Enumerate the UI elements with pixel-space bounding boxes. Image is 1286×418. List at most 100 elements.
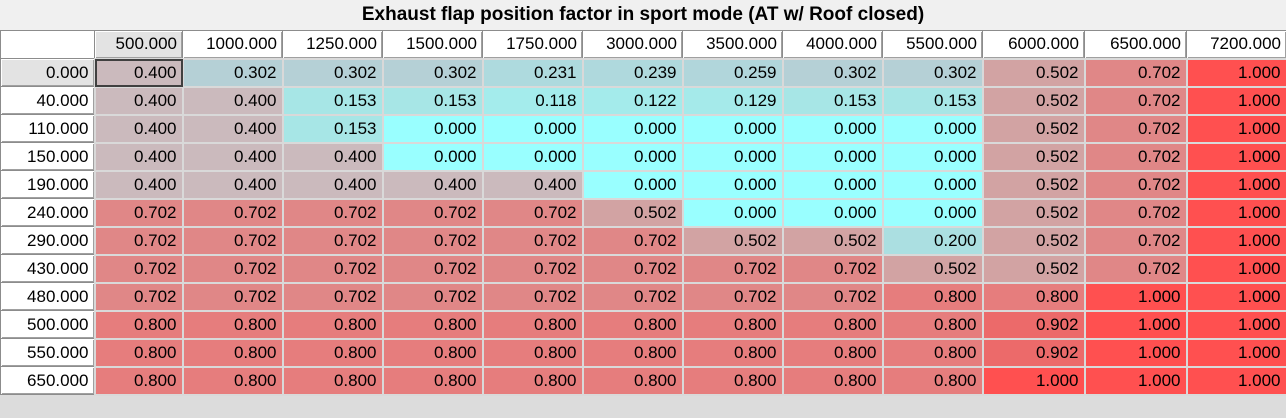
- row-header[interactable]: 430.000: [0, 254, 95, 283]
- map-cell[interactable]: 0.702: [481, 225, 584, 256]
- map-cell[interactable]: 0.702: [281, 225, 384, 256]
- map-cell[interactable]: 0.502: [981, 225, 1086, 256]
- map-cell[interactable]: 0.702: [1083, 169, 1188, 200]
- map-cell[interactable]: 0.800: [281, 365, 384, 396]
- map-cell[interactable]: 1.000: [1185, 225, 1286, 256]
- map-cell[interactable]: 0.702: [1083, 225, 1188, 256]
- map-cell[interactable]: 0.000: [781, 169, 884, 200]
- map-cell[interactable]: 0.702: [281, 253, 384, 284]
- map-cell[interactable]: 0.400: [181, 113, 284, 144]
- map-cell[interactable]: 0.502: [981, 57, 1086, 88]
- map-cell[interactable]: 0.502: [981, 85, 1086, 116]
- map-cell[interactable]: 0.702: [181, 197, 284, 228]
- map-cell[interactable]: 0.000: [681, 113, 784, 144]
- map-cell[interactable]: 0.000: [881, 141, 984, 172]
- map-cell[interactable]: 0.000: [581, 169, 684, 200]
- map-cell[interactable]: 0.800: [581, 337, 684, 368]
- map-cell[interactable]: 0.400: [381, 169, 484, 200]
- map-cell[interactable]: 0.000: [881, 113, 984, 144]
- map-cell[interactable]: 0.702: [581, 281, 684, 312]
- map-cell[interactable]: 0.702: [181, 253, 284, 284]
- map-cell[interactable]: 0.502: [981, 197, 1086, 228]
- map-cell[interactable]: 0.000: [581, 113, 684, 144]
- column-header[interactable]: 4000.000: [782, 30, 883, 59]
- map-cell[interactable]: 0.702: [93, 253, 184, 284]
- map-cell[interactable]: 0.400: [93, 141, 184, 172]
- map-cell[interactable]: 1.000: [1083, 365, 1188, 396]
- map-cell[interactable]: 0.800: [681, 337, 784, 368]
- row-header[interactable]: 40.000: [0, 86, 95, 115]
- row-header[interactable]: 290.000: [0, 226, 95, 255]
- column-header[interactable]: 5500.000: [882, 30, 983, 59]
- map-cell[interactable]: 0.800: [781, 337, 884, 368]
- column-header[interactable]: 6500.000: [1084, 30, 1187, 59]
- map-cell[interactable]: 0.400: [181, 85, 284, 116]
- map-cell[interactable]: 1.000: [1185, 309, 1286, 340]
- map-cell[interactable]: 0.702: [93, 281, 184, 312]
- column-header[interactable]: 7200.000: [1186, 30, 1286, 59]
- map-cell[interactable]: 0.702: [681, 281, 784, 312]
- map-cell[interactable]: 0.902: [981, 309, 1086, 340]
- map-cell[interactable]: 0.702: [381, 197, 484, 228]
- map-cell[interactable]: 0.239: [581, 57, 684, 88]
- map-cell[interactable]: 0.702: [381, 253, 484, 284]
- map-cell[interactable]: 0.000: [681, 169, 784, 200]
- map-cell[interactable]: 0.800: [181, 337, 284, 368]
- map-cell[interactable]: 0.800: [281, 337, 384, 368]
- map-cell[interactable]: 0.000: [781, 141, 884, 172]
- map-cell[interactable]: 0.702: [581, 225, 684, 256]
- map-cell[interactable]: 0.800: [93, 337, 184, 368]
- map-cell[interactable]: 0.702: [481, 253, 584, 284]
- map-cell[interactable]: 0.800: [881, 337, 984, 368]
- map-cell[interactable]: 0.702: [1083, 197, 1188, 228]
- map-cell[interactable]: 0.702: [481, 197, 584, 228]
- map-cell[interactable]: 0.800: [781, 309, 884, 340]
- map-cell[interactable]: 0.200: [881, 225, 984, 256]
- map-cell[interactable]: 0.118: [481, 85, 584, 116]
- map-cell[interactable]: 0.000: [781, 113, 884, 144]
- map-cell[interactable]: 1.000: [981, 365, 1086, 396]
- map-cell[interactable]: 0.000: [481, 141, 584, 172]
- map-cell[interactable]: 0.702: [581, 253, 684, 284]
- row-header[interactable]: 480.000: [0, 282, 95, 311]
- map-cell[interactable]: 0.153: [881, 85, 984, 116]
- map-cell[interactable]: 0.702: [93, 225, 184, 256]
- map-cell[interactable]: 0.000: [381, 113, 484, 144]
- map-cell[interactable]: 1.000: [1185, 281, 1286, 312]
- map-cell[interactable]: 0.502: [881, 253, 984, 284]
- column-header[interactable]: 1250.000: [282, 30, 383, 59]
- map-cell[interactable]: 1.000: [1185, 337, 1286, 368]
- map-cell[interactable]: 0.702: [781, 281, 884, 312]
- map-cell[interactable]: 0.702: [481, 281, 584, 312]
- map-cell[interactable]: 0.800: [681, 309, 784, 340]
- map-cell[interactable]: 1.000: [1185, 141, 1286, 172]
- map-cell[interactable]: 0.000: [781, 197, 884, 228]
- map-cell[interactable]: 0.122: [581, 85, 684, 116]
- map-cell[interactable]: 0.000: [681, 141, 784, 172]
- map-cell[interactable]: 0.000: [381, 141, 484, 172]
- map-cell[interactable]: 0.502: [681, 225, 784, 256]
- map-cell[interactable]: 0.702: [93, 197, 184, 228]
- map-cell[interactable]: 0.502: [981, 113, 1086, 144]
- row-header[interactable]: 0.000: [0, 58, 95, 87]
- map-cell[interactable]: 0.800: [481, 365, 584, 396]
- column-header[interactable]: 3500.000: [682, 30, 783, 59]
- map-cell[interactable]: 0.702: [1083, 57, 1188, 88]
- column-header[interactable]: 1000.000: [182, 30, 283, 59]
- map-cell[interactable]: 1.000: [1185, 169, 1286, 200]
- row-header[interactable]: 650.000: [0, 366, 95, 395]
- map-cell[interactable]: 1.000: [1185, 365, 1286, 396]
- map-cell[interactable]: 0.800: [981, 281, 1086, 312]
- map-cell[interactable]: 0.800: [681, 365, 784, 396]
- map-cell[interactable]: 0.502: [981, 253, 1086, 284]
- map-cell[interactable]: 0.702: [781, 253, 884, 284]
- map-cell[interactable]: 0.400: [93, 85, 184, 116]
- map-cell[interactable]: 0.502: [581, 197, 684, 228]
- map-cell[interactable]: 0.800: [381, 309, 484, 340]
- map-cell[interactable]: 0.400: [93, 113, 184, 144]
- map-cell[interactable]: 0.302: [281, 57, 384, 88]
- column-header[interactable]: 1500.000: [382, 30, 483, 59]
- map-cell[interactable]: 0.400: [281, 141, 384, 172]
- map-cell[interactable]: 0.800: [781, 365, 884, 396]
- map-cell[interactable]: 0.702: [181, 281, 284, 312]
